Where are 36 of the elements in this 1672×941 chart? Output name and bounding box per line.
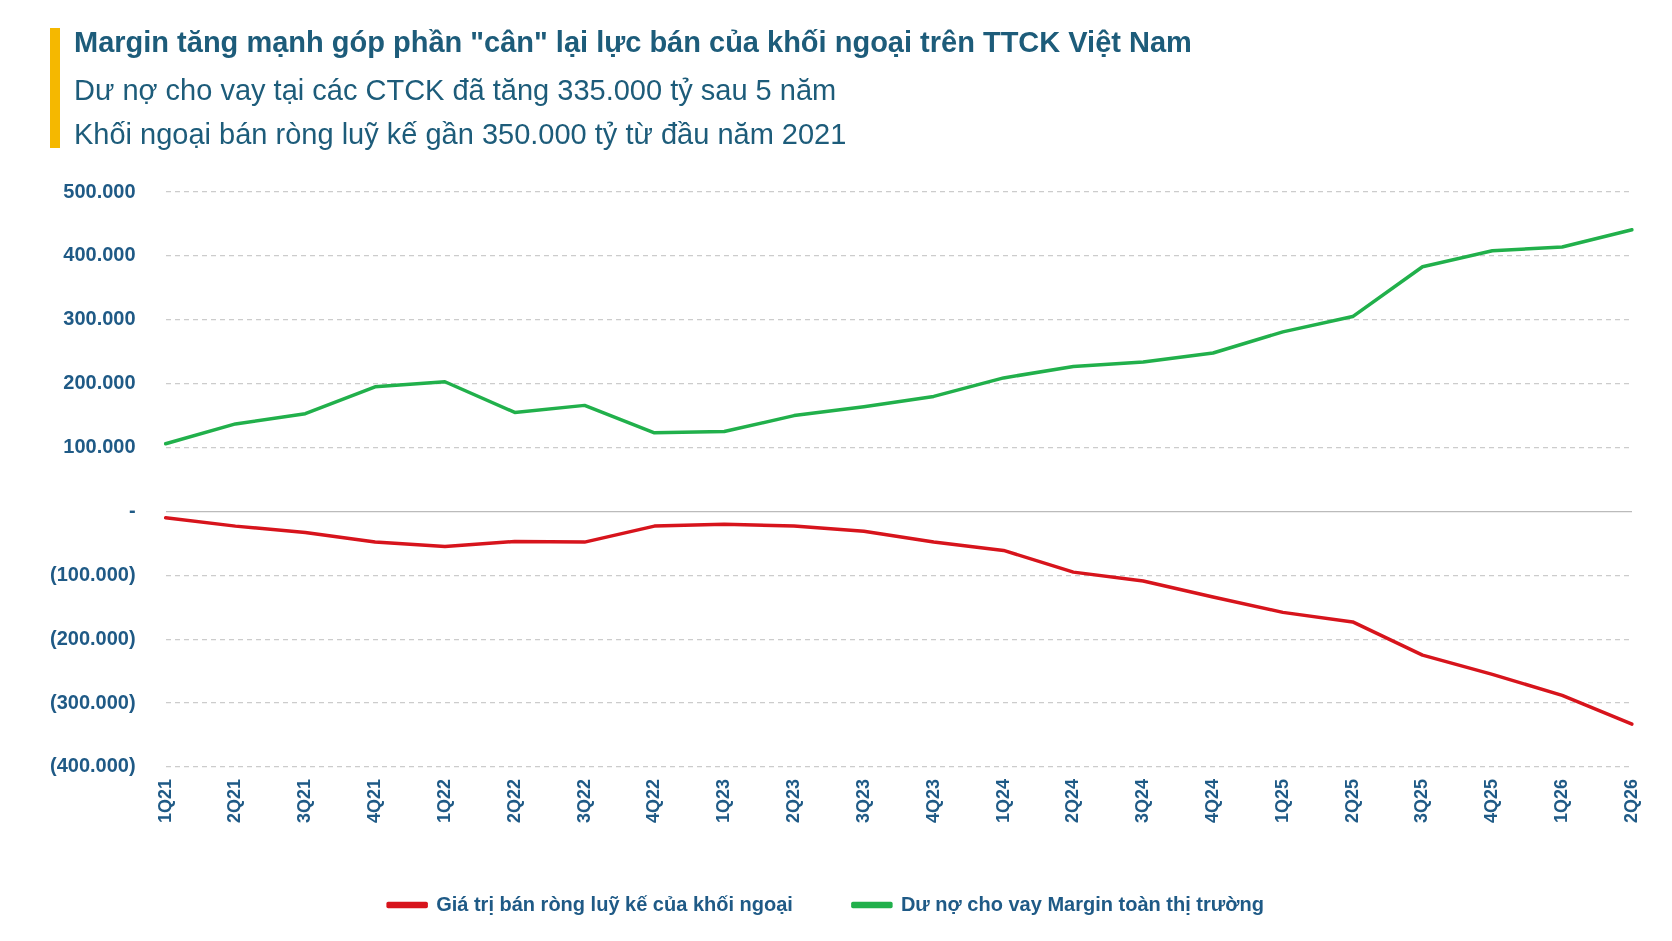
x-tick-label: 3Q21	[294, 778, 315, 824]
y-tick-label: (300.000)	[49, 690, 136, 713]
y-tick-label: (400.000)	[49, 754, 136, 777]
x-tick-label: 1Q22	[433, 778, 454, 824]
chart-title: Margin tăng mạnh góp phần "cân" lại lực bán của khối ngoại trên TTCK Việt Nam	[74, 26, 1192, 59]
x-tick-label: 1Q21	[154, 778, 175, 824]
x-tick-label: 3Q24	[1132, 778, 1153, 824]
x-tick-label: 2Q21	[224, 778, 245, 824]
legend-label: Giá trị bán ròng luỹ kế của khối ngoại	[436, 892, 793, 915]
x-tick-label: 3Q22	[573, 778, 594, 824]
x-tick-label: 4Q23	[922, 778, 943, 824]
x-tick-label: 2Q22	[503, 778, 524, 824]
x-tick-label: 4Q22	[643, 778, 664, 824]
y-tick-label: -	[128, 498, 136, 521]
legend-label: Dư nợ cho vay Margin toàn thị trường	[900, 892, 1264, 915]
x-tick-label: 1Q26	[1551, 778, 1572, 824]
y-tick-label: 200.000	[63, 371, 136, 394]
y-tick-label: 300.000	[63, 307, 136, 330]
x-tick-label: 1Q25	[1271, 778, 1292, 824]
x-tick-label: 1Q23	[713, 778, 734, 824]
chart-subtitle: Dư nợ cho vay tại các CTCK đã tăng 335.000 tỷ sau 5 năm Khối ngoại bán ròng luỹ kế gần 350.000 tỷ từ đầu năm 2021	[74, 73, 847, 152]
y-tick-label: 500.000	[63, 179, 136, 202]
y-tick-label: (100.000)	[49, 562, 136, 585]
x-tick-label: 4Q24	[1202, 778, 1222, 824]
x-tick-label: 4Q25	[1481, 778, 1502, 824]
x-tick-label: 2Q25	[1341, 778, 1362, 824]
y-tick-label: 400.000	[63, 243, 136, 266]
x-tick-label: 3Q25	[1411, 778, 1432, 824]
y-tick-label: 100.000	[63, 435, 136, 458]
x-tick-label: 4Q21	[364, 778, 385, 824]
x-tick-label: 2Q26	[1620, 778, 1641, 824]
x-tick-label: 1Q24	[992, 778, 1013, 824]
x-tick-label: 2Q24	[1062, 778, 1083, 824]
y-tick-label: (200.000)	[49, 626, 136, 649]
x-tick-label: 3Q23	[852, 778, 873, 824]
x-tick-label: 2Q23	[783, 778, 804, 824]
